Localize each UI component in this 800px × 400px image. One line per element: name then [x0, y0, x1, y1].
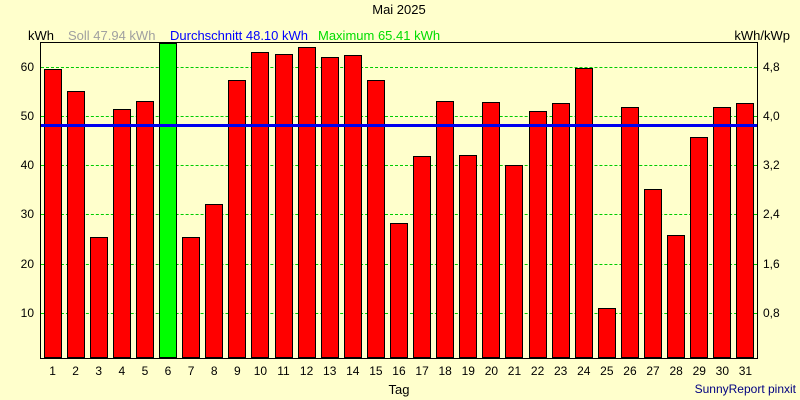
bar-day-2: [66, 90, 85, 358]
bar-day-8: [205, 203, 224, 358]
x-tick-label-20: 20: [484, 364, 499, 378]
y-tick-label-left: 10: [20, 305, 34, 320]
gridline-60: [41, 66, 757, 68]
bar-day-20: [482, 101, 501, 358]
x-tick-label-13: 13: [323, 364, 337, 378]
x-tick-label-14: 14: [346, 364, 360, 378]
x-tick-label-5: 5: [141, 364, 149, 378]
y-tick-label-right: 1,6: [763, 256, 780, 271]
bar-day-15: [366, 80, 385, 358]
x-tick-label-10: 10: [253, 364, 268, 378]
plot-area: [40, 42, 758, 359]
x-tick-label-31: 31: [738, 364, 753, 378]
x-tick-label-17: 17: [415, 364, 429, 378]
bar-day-29: [690, 136, 709, 358]
footer-credit: SunnyReport pinxit: [694, 382, 796, 396]
x-tick-label-16: 16: [392, 364, 406, 378]
legend-durchschnitt: Durchschnitt 48.10 kWh: [170, 28, 309, 43]
bar-day-18: [436, 100, 455, 358]
y-tick-label-left: 40: [20, 158, 34, 173]
x-tick-label-9: 9: [233, 364, 241, 378]
y-axis-unit-left: kWh: [28, 28, 54, 43]
y-axis-unit-right: kWh/kWp: [734, 28, 790, 43]
x-tick-label-29: 29: [692, 364, 706, 378]
x-tick-label-1: 1: [49, 364, 56, 378]
x-tick-label-27: 27: [646, 364, 660, 378]
bar-day-1: [43, 69, 62, 358]
bar-day-22: [528, 110, 547, 358]
bar-day-23: [551, 103, 570, 358]
gridline-40: [41, 165, 757, 167]
y-tick-label-left: 30: [20, 207, 34, 222]
bar-day-4: [112, 109, 131, 358]
gridline-30: [41, 214, 757, 216]
x-axis-title: Tag: [388, 382, 410, 397]
chart-title: Mai 2025: [372, 2, 426, 17]
x-tick-label-4: 4: [118, 364, 126, 378]
x-tick-label-22: 22: [530, 364, 545, 378]
bar-day-27: [644, 189, 663, 358]
y-tick-label-right: 2,4: [763, 207, 780, 222]
bar-day-10: [251, 52, 270, 358]
x-tick-label-15: 15: [369, 364, 383, 378]
y-tick-label-left: 50: [20, 109, 34, 124]
bar-day-19: [459, 154, 478, 358]
x-tick-label-12: 12: [299, 364, 314, 378]
x-tick-label-18: 18: [438, 364, 452, 378]
bar-day-11: [274, 54, 293, 358]
bar-day-9: [228, 80, 247, 358]
x-tick-label-3: 3: [95, 364, 103, 378]
legend-maximum: Maximum 65.41 kWh: [318, 28, 441, 43]
y-tick-label-right: 4,8: [763, 59, 780, 74]
bar-day-14: [343, 54, 362, 358]
x-tick-label-21: 21: [507, 364, 522, 378]
y-tick-label-left: 20: [20, 256, 34, 271]
x-tick-label-7: 7: [187, 364, 195, 378]
y-tick-label-right: 0,8: [763, 305, 780, 320]
y-tick-label-left: 60: [20, 59, 34, 74]
x-tick-label-25: 25: [600, 364, 614, 378]
y-tick-label-right: 3,2: [763, 158, 780, 173]
bar-day-3: [89, 237, 108, 358]
y-tick-label-right: 4,0: [763, 109, 780, 124]
bar-day-26: [620, 106, 639, 358]
x-tick-label-19: 19: [461, 364, 475, 378]
bar-day-6: [159, 43, 178, 358]
bar-day-12: [297, 47, 316, 358]
bar-day-24: [574, 68, 593, 358]
average-line: [41, 124, 757, 128]
x-tick-label-23: 23: [553, 364, 568, 378]
bar-day-28: [667, 234, 686, 358]
x-tick-label-30: 30: [715, 364, 730, 378]
bar-day-13: [320, 56, 339, 358]
x-tick-label-11: 11: [277, 364, 290, 378]
gridline-50: [41, 116, 757, 118]
bar-day-31: [736, 103, 755, 358]
x-tick-label-28: 28: [669, 364, 683, 378]
x-tick-label-24: 24: [577, 364, 591, 378]
bar-day-25: [597, 307, 616, 358]
bar-day-5: [135, 100, 154, 358]
x-tick-label-6: 6: [164, 364, 172, 378]
bar-day-17: [413, 155, 432, 358]
x-tick-label-26: 26: [623, 364, 637, 378]
x-tick-label-8: 8: [210, 364, 218, 378]
bar-day-21: [505, 165, 524, 358]
x-tick-label-2: 2: [72, 364, 79, 378]
legend-soll: Soll 47.94 kWh: [68, 28, 156, 43]
bar-day-30: [713, 107, 732, 358]
bar-day-7: [182, 237, 201, 358]
bar-day-16: [390, 223, 408, 358]
